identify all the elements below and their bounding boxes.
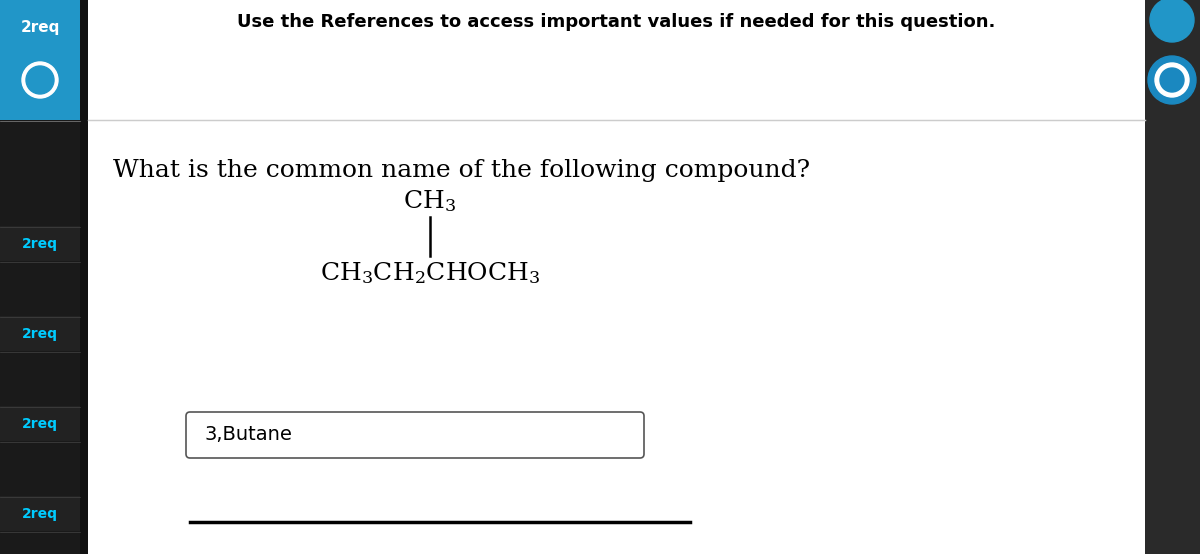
Text: What is the common name of the following compound?: What is the common name of the following… <box>113 158 810 182</box>
Text: $\mathregular{CH_3}$: $\mathregular{CH_3}$ <box>403 188 456 214</box>
Text: $\mathregular{CH_3CH_2CHOCH_3}$: $\mathregular{CH_3CH_2CHOCH_3}$ <box>320 260 540 286</box>
Bar <box>0 226 80 261</box>
Circle shape <box>22 62 58 98</box>
Bar <box>1145 0 1200 554</box>
Bar <box>0 316 80 351</box>
Circle shape <box>1148 56 1196 104</box>
Text: 3,Butane: 3,Butane <box>204 425 292 444</box>
Bar <box>0 0 80 120</box>
Circle shape <box>1154 63 1189 97</box>
Text: 2req: 2req <box>22 507 58 521</box>
Text: Use the References to access important values if needed for this question.: Use the References to access important v… <box>238 13 996 31</box>
Circle shape <box>1150 0 1194 42</box>
Circle shape <box>26 66 54 94</box>
Circle shape <box>1160 68 1184 92</box>
Bar <box>80 0 88 554</box>
Bar <box>0 406 80 441</box>
Circle shape <box>20 60 60 100</box>
Text: 2req: 2req <box>22 417 58 431</box>
FancyBboxPatch shape <box>186 412 644 458</box>
Text: 2req: 2req <box>22 327 58 341</box>
Text: 2req: 2req <box>22 237 58 251</box>
Bar <box>88 0 1145 554</box>
Bar <box>0 120 80 554</box>
Bar <box>0 496 80 531</box>
Text: 2req: 2req <box>20 20 60 35</box>
